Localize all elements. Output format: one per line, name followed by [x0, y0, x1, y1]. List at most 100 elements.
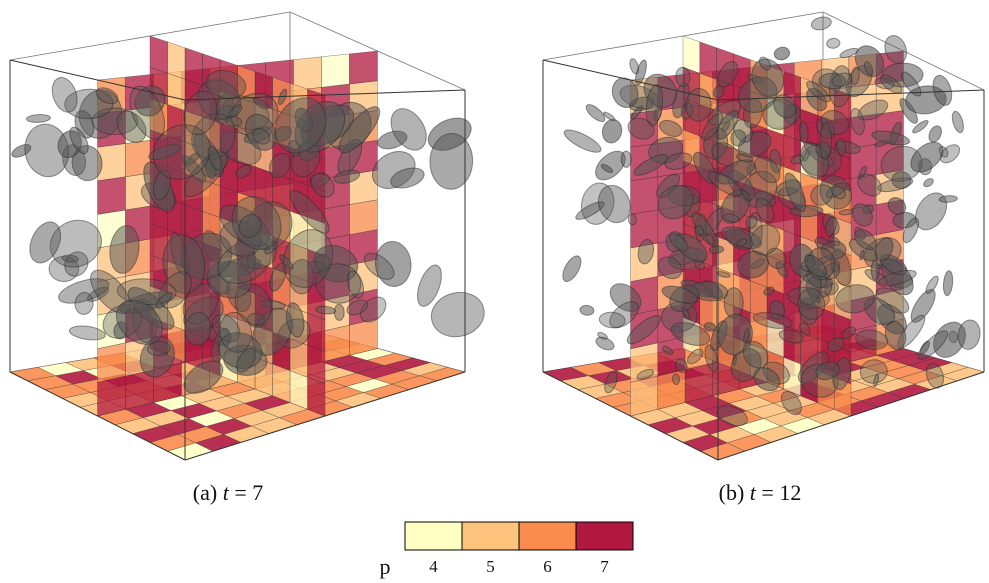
vortex	[730, 129, 747, 147]
vortex	[580, 182, 615, 225]
vortex	[951, 110, 964, 134]
vortex	[857, 173, 882, 197]
vortex	[825, 182, 848, 199]
vortex	[116, 110, 147, 143]
vortex	[827, 337, 845, 353]
vortex	[694, 260, 705, 271]
vortex	[754, 156, 781, 184]
vortex	[815, 361, 840, 381]
vortex	[748, 211, 763, 247]
cube-edge	[717, 371, 985, 461]
cube-edge	[184, 89, 466, 101]
vortex	[877, 269, 917, 287]
vortex	[681, 306, 691, 320]
vortex	[597, 184, 631, 224]
renders	[9, 11, 985, 461]
vortex	[429, 133, 474, 190]
vortex	[938, 195, 958, 203]
vortex	[657, 184, 694, 220]
vortex	[310, 172, 335, 198]
vortex	[217, 239, 272, 284]
vortex	[390, 167, 425, 189]
vortex	[766, 247, 787, 270]
vortex	[919, 340, 931, 355]
vortex	[238, 213, 262, 238]
vortex	[694, 225, 705, 237]
vortex	[780, 390, 803, 416]
vortex	[841, 326, 857, 340]
vortex	[740, 188, 752, 202]
vortex	[669, 233, 689, 252]
vortex	[717, 313, 753, 356]
vortex	[219, 311, 253, 353]
vortex	[708, 245, 725, 255]
colorbar-tick-label: 7	[600, 557, 609, 576]
slice-cell	[349, 199, 378, 236]
vortex	[252, 128, 271, 145]
vortex	[377, 130, 408, 150]
caption-label: (a)	[193, 480, 217, 505]
vortex	[61, 254, 79, 263]
vortex	[773, 46, 791, 61]
vortex	[806, 247, 836, 281]
caption-variable: t	[750, 480, 757, 505]
vortex	[850, 107, 865, 136]
vortex	[675, 358, 688, 373]
vortex	[338, 106, 381, 154]
vortex	[854, 45, 884, 78]
vortex	[932, 74, 953, 106]
vortex	[95, 87, 119, 105]
vortex	[635, 59, 647, 86]
vortex	[627, 117, 655, 140]
vortex	[826, 37, 841, 49]
vortex	[672, 373, 680, 386]
vortex	[225, 115, 243, 127]
vortex	[716, 271, 731, 278]
vortex	[74, 292, 94, 315]
colorbar-cell	[518, 521, 577, 551]
slice-cell	[657, 369, 686, 410]
vortex	[879, 74, 903, 94]
vortex	[854, 229, 877, 251]
vortex	[64, 251, 89, 277]
vortex	[752, 312, 793, 329]
vortex	[820, 109, 849, 136]
slice-cell	[97, 342, 126, 383]
colorbar-tick-label: 5	[486, 557, 495, 576]
cube-edge	[717, 89, 985, 101]
cube-edge	[9, 59, 186, 101]
vortex	[874, 77, 895, 90]
caption-equals: =	[234, 480, 246, 505]
vortex	[629, 58, 640, 75]
vortex	[115, 299, 163, 345]
vortex	[870, 259, 880, 281]
vortex	[274, 97, 327, 154]
vortex	[626, 315, 661, 345]
vortex	[390, 108, 427, 151]
vortex	[831, 72, 853, 88]
vortex	[753, 367, 781, 392]
vortex	[871, 130, 911, 146]
vortex	[155, 292, 173, 309]
vortex	[315, 253, 331, 272]
vortex	[784, 172, 807, 213]
vortex	[51, 77, 78, 113]
vortex	[611, 77, 639, 109]
vortex	[595, 150, 626, 181]
caption-value: 12	[779, 480, 801, 505]
vortex	[687, 348, 704, 365]
caption-b: (b) t = 12	[719, 480, 802, 505]
vortex	[852, 203, 873, 227]
vortex	[933, 321, 966, 358]
vortex	[775, 261, 788, 278]
slice-cell	[97, 375, 126, 417]
vortex	[768, 300, 786, 320]
vortex	[859, 249, 865, 261]
vortex	[887, 197, 907, 216]
vortex	[810, 16, 832, 31]
vortex	[664, 152, 693, 170]
vortex	[645, 84, 664, 127]
vortex	[637, 238, 655, 265]
